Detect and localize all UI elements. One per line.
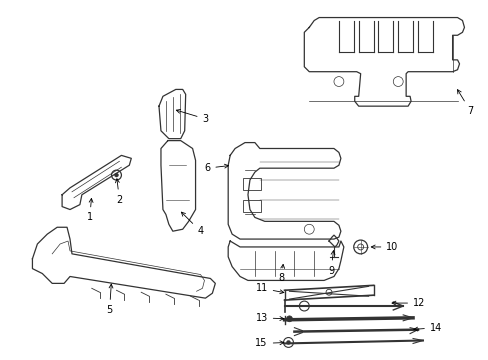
Text: 8: 8 [278,265,284,283]
Text: 5: 5 [106,284,113,315]
Text: 1: 1 [86,198,93,222]
Text: 9: 9 [327,251,334,276]
Text: 13: 13 [255,313,283,323]
Text: 11: 11 [255,283,283,294]
Text: 3: 3 [176,109,208,124]
Text: 2: 2 [115,179,122,205]
Circle shape [114,173,118,177]
Circle shape [286,341,290,345]
Text: 6: 6 [204,163,228,173]
Bar [243,178,260,190]
Circle shape [286,316,292,322]
Text: 7: 7 [457,90,473,116]
Text: 4: 4 [181,212,203,236]
Bar [243,200,260,212]
Text: 14: 14 [413,323,441,333]
Text: 10: 10 [370,242,398,252]
Text: 15: 15 [255,338,283,348]
Text: 12: 12 [391,298,425,308]
